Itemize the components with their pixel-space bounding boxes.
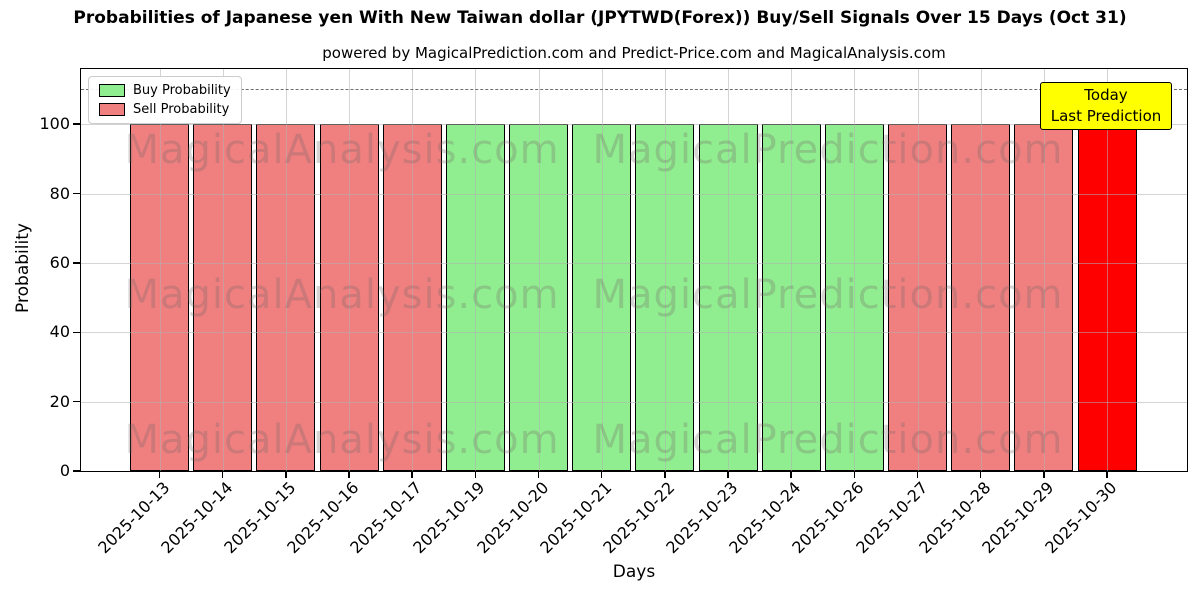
gridline-x-2025-10-26 [854, 69, 856, 471]
xtick-mark-2025-10-24 [790, 471, 792, 478]
x-axis-label: Days [612, 562, 656, 582]
gridline-x-2025-10-14 [222, 69, 224, 471]
gridline-x-2025-10-21 [601, 69, 603, 471]
gridline-x-2025-10-28 [980, 69, 982, 471]
gridline-y-60 [81, 262, 1187, 264]
today-annotation-line2: Last Prediction [1050, 107, 1162, 125]
ytick-mark-40 [73, 331, 81, 333]
watermark-left-1: MagicalAnalysis.com [124, 272, 560, 318]
xtick-mark-2025-10-23 [727, 471, 729, 478]
legend: Buy Probability Sell Probability [88, 76, 242, 124]
gridline-y-40 [81, 332, 1187, 334]
gridline-x-2025-10-16 [349, 69, 350, 471]
watermark-right-2: MagicalPrediction.com [592, 417, 1064, 463]
ytick-label-60: 60 [49, 252, 70, 272]
xtick-mark-2025-10-13 [158, 471, 161, 478]
xtick-mark-2025-10-21 [600, 471, 603, 478]
xtick-mark-2025-10-27 [916, 471, 919, 478]
xtick-mark-2025-10-17 [411, 471, 413, 478]
xtick-mark-2025-10-28 [979, 471, 982, 478]
gridline-x-2025-10-15 [285, 69, 287, 471]
chart-title: Probabilities of Japanese yen With New T… [73, 8, 1127, 28]
gridline-x-2025-10-30 [1107, 69, 1109, 471]
legend-label-1: Sell Probability [133, 102, 230, 117]
gridline-y-20 [81, 401, 1187, 403]
gridline-y-100 [81, 124, 1187, 126]
ytick-mark-20 [73, 400, 81, 403]
ytick-label-100: 100 [39, 114, 70, 134]
gridline-x-2025-10-17 [412, 69, 414, 471]
gridline-x-2025-10-13 [159, 69, 161, 471]
ytick-label-0: 0 [59, 461, 70, 480]
watermark-left-2: MagicalAnalysis.com [124, 417, 560, 463]
xtick-mark-2025-10-15 [285, 471, 287, 478]
legend-swatch-1 [99, 103, 125, 116]
watermark-right-1: MagicalPrediction.com [592, 272, 1064, 318]
watermark-right-0: MagicalPrediction.com [592, 127, 1064, 173]
gridline-y-80 [81, 193, 1187, 195]
threshold-dashed-line [81, 89, 1187, 91]
xtick-mark-2025-10-19 [474, 471, 477, 478]
gridline-x-2025-10-29 [1043, 69, 1045, 471]
ytick-label-40: 40 [49, 322, 70, 342]
legend-item-0: Buy Probability [99, 83, 231, 98]
today-annotation: Today Last Prediction [1040, 82, 1172, 130]
gridline-x-2025-10-22 [664, 69, 666, 471]
ytick-label-80: 80 [49, 183, 70, 203]
xtick-mark-2025-10-16 [348, 471, 350, 478]
legend-label-0: Buy Probability [133, 83, 231, 98]
gridline-x-2025-10-19 [475, 69, 477, 471]
legend-item-1: Sell Probability [99, 102, 231, 117]
xtick-mark-2025-10-22 [664, 471, 666, 478]
xtick-mark-2025-10-26 [853, 471, 856, 478]
y-axis-label: Probability [13, 223, 33, 313]
legend-swatch-0 [99, 84, 125, 97]
xtick-mark-2025-10-20 [537, 471, 540, 478]
ytick-mark-100 [73, 123, 81, 125]
ytick-label-20: 20 [49, 391, 70, 411]
ytick-mark-60 [73, 262, 81, 264]
gridline-x-2025-10-23 [728, 69, 730, 471]
watermark-left-0: MagicalAnalysis.com [124, 127, 560, 173]
xtick-mark-2025-10-29 [1043, 471, 1045, 478]
xtick-mark-2025-10-14 [221, 471, 224, 478]
plot-area: MagicalAnalysis.com MagicalPrediction.com… [80, 68, 1188, 472]
gridline-x-2025-10-20 [538, 69, 540, 471]
gridline-x-2025-10-24 [791, 69, 793, 471]
ytick-mark-80 [73, 192, 81, 195]
gridline-x-2025-10-27 [917, 69, 919, 471]
chart-subtitle: powered by MagicalPrediction.com and Pre… [322, 44, 946, 62]
ytick-mark-0 [73, 470, 81, 472]
today-annotation-line1: Today [1084, 86, 1128, 104]
xtick-mark-2025-10-30 [1106, 471, 1108, 478]
